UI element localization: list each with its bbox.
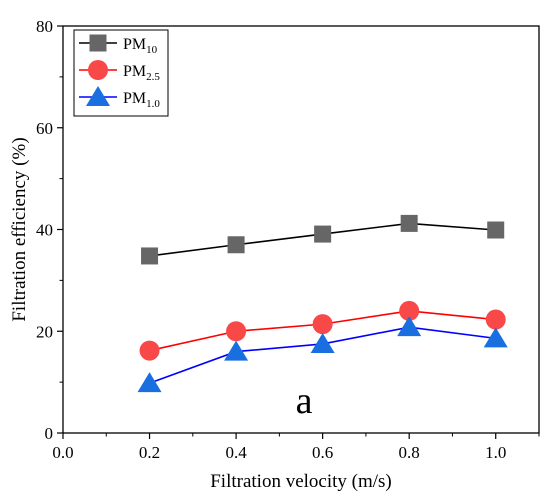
data-point-triangle (483, 327, 508, 348)
legend-label: PM2.5 (123, 63, 160, 83)
panel-annotation: a (296, 380, 313, 422)
data-point-triangle (137, 372, 162, 393)
x-tick-label: 0.6 (312, 443, 333, 462)
data-point-square (314, 225, 332, 243)
data-point-square (141, 247, 159, 265)
x-tick-label: 0.2 (139, 443, 160, 462)
y-tick-label: 60 (36, 119, 53, 138)
x-axis-label: Filtration velocity (m/s) (210, 471, 392, 492)
x-tick-label: 0.0 (52, 443, 73, 462)
data-point-square (227, 236, 245, 254)
legend-label: PM1.0 (123, 90, 160, 110)
data-point-circle (399, 300, 420, 321)
data-point-triangle (86, 86, 110, 106)
series-pm10 (141, 214, 505, 265)
data-point-triangle (397, 316, 422, 337)
data-point-circle (485, 309, 506, 330)
data-point-square (487, 221, 505, 239)
legend-label: PM10 (123, 36, 158, 56)
axis-ticks: 0.0 0.2 0.4 0.6 0.8 1.0 0 20 40 60 80 (36, 17, 540, 462)
y-tick-label: 40 (36, 221, 53, 240)
y-axis-label: Filtration efficiency (%) (9, 137, 30, 321)
data-point-square (400, 214, 418, 232)
x-tick-label: 1.0 (485, 443, 506, 462)
x-tick-label: 0.8 (399, 443, 420, 462)
series-pm25 (139, 300, 506, 361)
legend: PM10 PM2.5 PM1.0 (73, 29, 169, 117)
series-pm10 (137, 316, 508, 393)
data-point-triangle (310, 332, 335, 353)
y-tick-label: 0 (45, 424, 54, 443)
series-layer (137, 214, 508, 393)
data-point-circle (226, 321, 247, 342)
data-point-circle (88, 60, 108, 80)
data-point-square (89, 34, 107, 52)
data-point-circle (139, 340, 160, 361)
y-tick-label: 80 (36, 17, 53, 36)
y-tick-label: 20 (36, 322, 53, 341)
data-point-circle (312, 314, 333, 335)
data-point-triangle (224, 340, 249, 361)
x-tick-label: 0.4 (225, 443, 247, 462)
